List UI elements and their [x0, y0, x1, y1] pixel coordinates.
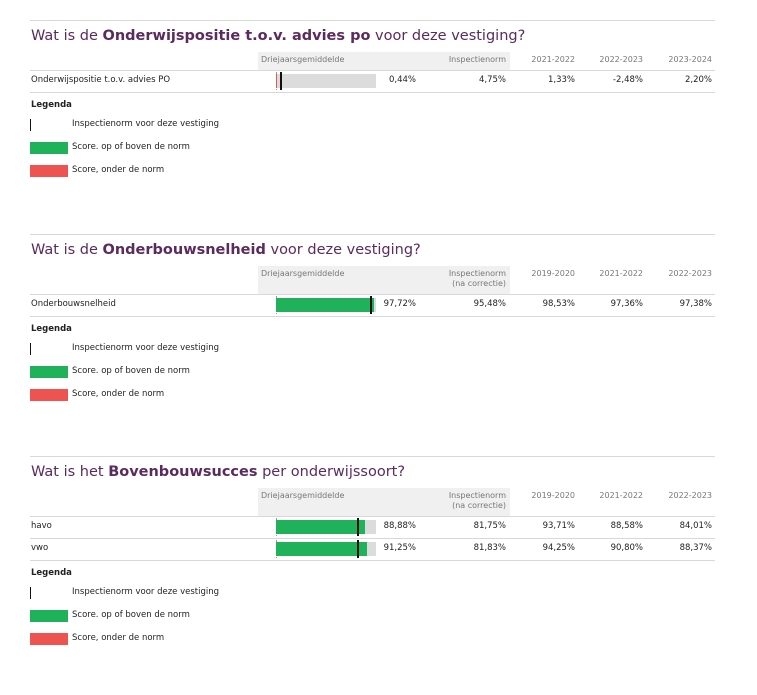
legend-item: Score. op of boven de norm: [72, 142, 190, 152]
row-rule: [30, 560, 715, 561]
average-value: 91,25%: [383, 543, 416, 553]
header-year: 2022-2023: [599, 55, 643, 64]
legend-swatch: [30, 165, 68, 177]
header-bg: [258, 52, 510, 70]
legend-item: Inspectienorm voor deze vestiging: [72, 119, 220, 129]
header-bg: [258, 266, 510, 294]
header-norm: (na correctie): [452, 501, 506, 510]
header-year: 2021-2022: [599, 269, 643, 278]
legend-item: Score, onder de norm: [72, 165, 165, 175]
title-suffix: voor deze vestiging?: [370, 28, 526, 44]
year-value: 88,37%: [679, 543, 712, 553]
year-value: 90,80%: [610, 543, 643, 553]
header-norm: (na correctie): [452, 279, 506, 288]
norm-line: [279, 72, 282, 90]
year-value: 84,01%: [679, 521, 712, 531]
norm-line: [356, 518, 359, 536]
legend-title: Legenda: [31, 324, 72, 334]
row-rule: [30, 92, 715, 93]
section-rule: [30, 20, 715, 21]
legend-swatch: [30, 389, 68, 401]
title-suffix: voor deze vestiging?: [265, 242, 421, 258]
legend-norm-icon: [30, 587, 31, 599]
year-value: 98,53%: [542, 299, 575, 309]
norm-line: [370, 296, 373, 314]
year-value: 97,38%: [679, 299, 712, 309]
header-average: Driejaarsgemiddelde: [261, 55, 345, 64]
header-norm: Inspectienorm: [448, 269, 506, 278]
bar-track: [276, 74, 376, 88]
row-rule: [30, 316, 715, 317]
section-title: Wat is het Bovenbouwsucces per onderwijs…: [31, 464, 405, 480]
row-rule: [30, 294, 715, 295]
legend-item: Score. op of boven de norm: [72, 366, 190, 376]
bar-axis: [276, 72, 278, 90]
year-value: -2,48%: [612, 75, 643, 85]
section-rule: [30, 234, 715, 235]
norm-value: 81,83%: [473, 543, 506, 553]
title-prefix: Wat is de: [31, 242, 103, 258]
norm-value: 95,48%: [473, 299, 506, 309]
average-value: 88,88%: [383, 521, 416, 531]
year-value: 88,58%: [610, 521, 643, 531]
header-year: 2021-2022: [599, 491, 643, 500]
legend-item: Score, onder de norm: [72, 389, 165, 399]
title-bold: Bovenbouwsucces: [108, 464, 258, 480]
row-label: vwo: [31, 543, 49, 553]
legend-norm-icon: [30, 343, 31, 355]
row-label: havo: [31, 521, 52, 531]
average-value: 97,72%: [383, 299, 416, 309]
norm-line: [356, 540, 359, 558]
year-value: 2,20%: [684, 75, 712, 85]
header-norm: Inspectienorm: [448, 491, 506, 500]
legend-item: Inspectienorm voor deze vestiging: [72, 343, 220, 353]
row-rule: [30, 538, 715, 539]
row-label: Onderwijspositie t.o.v. advies PO: [31, 75, 171, 85]
average-bar: [276, 298, 374, 312]
legend-item: Inspectienorm voor deze vestiging: [72, 587, 220, 597]
average-bar: [276, 542, 368, 556]
average-value: 0,44%: [388, 75, 416, 85]
year-value: 93,71%: [542, 521, 575, 531]
section-title: Wat is de Onderbouwsnelheid voor deze ve…: [31, 242, 421, 258]
header-year: 2022-2023: [668, 269, 712, 278]
year-value: 1,33%: [547, 75, 575, 85]
legend-title: Legenda: [31, 568, 72, 578]
header-year: 2022-2023: [668, 491, 712, 500]
legend-swatch: [30, 366, 68, 378]
legend-item: Score, onder de norm: [72, 633, 165, 643]
legend-swatch: [30, 610, 68, 622]
legend-item: Score. op of boven de norm: [72, 610, 190, 620]
legend-norm-icon: [30, 119, 31, 131]
section-title: Wat is de Onderwijspositie t.o.v. advies…: [31, 28, 525, 44]
average-bar: [276, 520, 365, 534]
legend-swatch: [30, 142, 68, 154]
header-norm: Inspectienorm: [448, 55, 506, 64]
row-label: Onderbouwsnelheid: [31, 299, 116, 309]
year-value: 97,36%: [610, 299, 643, 309]
header-average: Driejaarsgemiddelde: [261, 269, 345, 278]
row-rule: [30, 516, 715, 517]
norm-value: 81,75%: [473, 521, 506, 531]
section-rule: [30, 456, 715, 457]
title-bold: Onderbouwsnelheid: [102, 242, 266, 258]
title-prefix: Wat is de: [31, 28, 103, 44]
legend-title: Legenda: [31, 100, 72, 110]
norm-value: 4,75%: [478, 75, 506, 85]
header-year: 2023-2024: [668, 55, 712, 64]
header-year: 2019-2020: [531, 491, 575, 500]
legend-swatch: [30, 633, 68, 645]
title-prefix: Wat is het: [31, 464, 109, 480]
year-value: 94,25%: [542, 543, 575, 553]
header-average: Driejaarsgemiddelde: [261, 491, 345, 500]
title-suffix: per onderwijssoort?: [257, 464, 406, 480]
header-bg: [258, 488, 510, 516]
header-year: 2021-2022: [531, 55, 575, 64]
header-year: 2019-2020: [531, 269, 575, 278]
row-rule: [30, 70, 715, 71]
title-bold: Onderwijspositie t.o.v. advies po: [102, 28, 371, 44]
